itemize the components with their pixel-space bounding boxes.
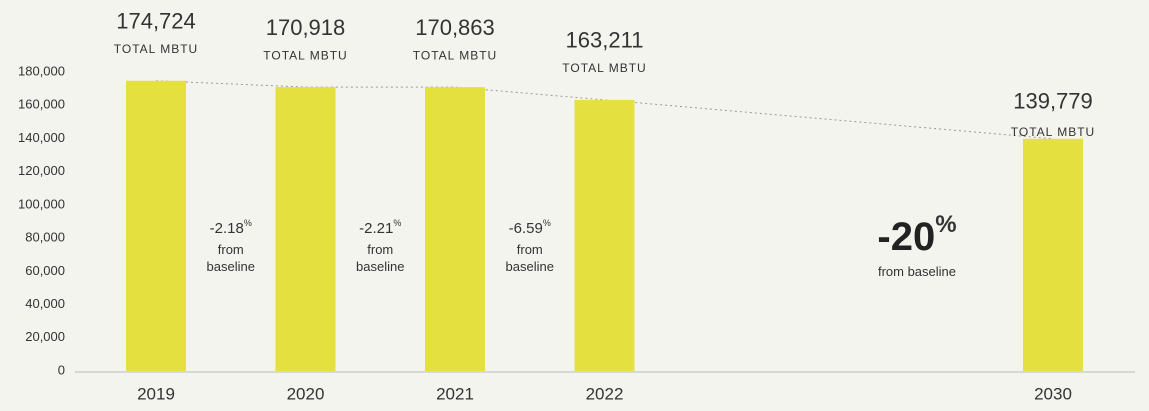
change-value: -2.18% [196,218,266,238]
value-label: 139,779 [1013,89,1093,114]
x-tick-label: 2022 [586,384,624,403]
change-suffix: % [542,218,551,228]
value-unit: TOTAL MBTU [114,42,198,56]
change-number: -20 [877,215,936,259]
value-unit: TOTAL MBTU [562,61,646,75]
change-number: -2.18 [209,220,244,237]
change-note: from baseline [206,242,255,274]
value-label: 163,211 [566,28,644,53]
change-note: from baseline [505,242,554,274]
change-value: -2.21% [345,218,415,238]
change-value: -20% [852,211,982,260]
y-tick-label: 60,000 [25,263,65,278]
x-tick-label: 2020 [287,384,325,403]
value-label: 170,863 [415,15,495,40]
y-tick-label: 40,000 [25,296,65,311]
x-tick-label: 2021 [436,384,474,403]
y-tick-label: 160,000 [18,97,65,112]
change-annotation: -6.59% from baseline [495,218,565,275]
change-note: from baseline [356,242,405,274]
value-unit: TOTAL MBTU [1011,125,1095,139]
change-note: from baseline [877,264,957,279]
x-tick-label: 2019 [137,384,175,403]
change-number: -2.21 [359,220,394,237]
x-tick-label: 2030 [1034,384,1072,403]
change-number: -6.59 [508,220,543,237]
change-suffix: % [935,211,957,238]
value-unit: TOTAL MBTU [413,48,497,62]
value-label: 170,918 [266,15,346,40]
bar [275,87,336,371]
y-tick-label: 80,000 [25,230,65,245]
change-annotation: -20% from baseline [852,211,982,280]
bar [574,99,635,371]
y-tick-label: 100,000 [18,196,65,211]
y-tick-label: 140,000 [18,130,65,145]
value-label: 174,724 [116,9,196,34]
change-value: -6.59% [495,218,565,238]
change-suffix: % [393,218,402,228]
change-suffix: % [243,218,252,228]
bar [425,87,485,371]
y-tick-label: 0 [58,362,65,377]
change-annotation: -2.21% from baseline [345,218,415,275]
y-tick-label: 180,000 [18,63,65,78]
y-tick-label: 20,000 [25,329,65,344]
bar [1023,138,1083,371]
y-tick-label: 120,000 [18,163,65,178]
bar [126,80,186,371]
change-annotation: -2.18% from baseline [196,218,266,275]
value-unit: TOTAL MBTU [263,48,347,62]
